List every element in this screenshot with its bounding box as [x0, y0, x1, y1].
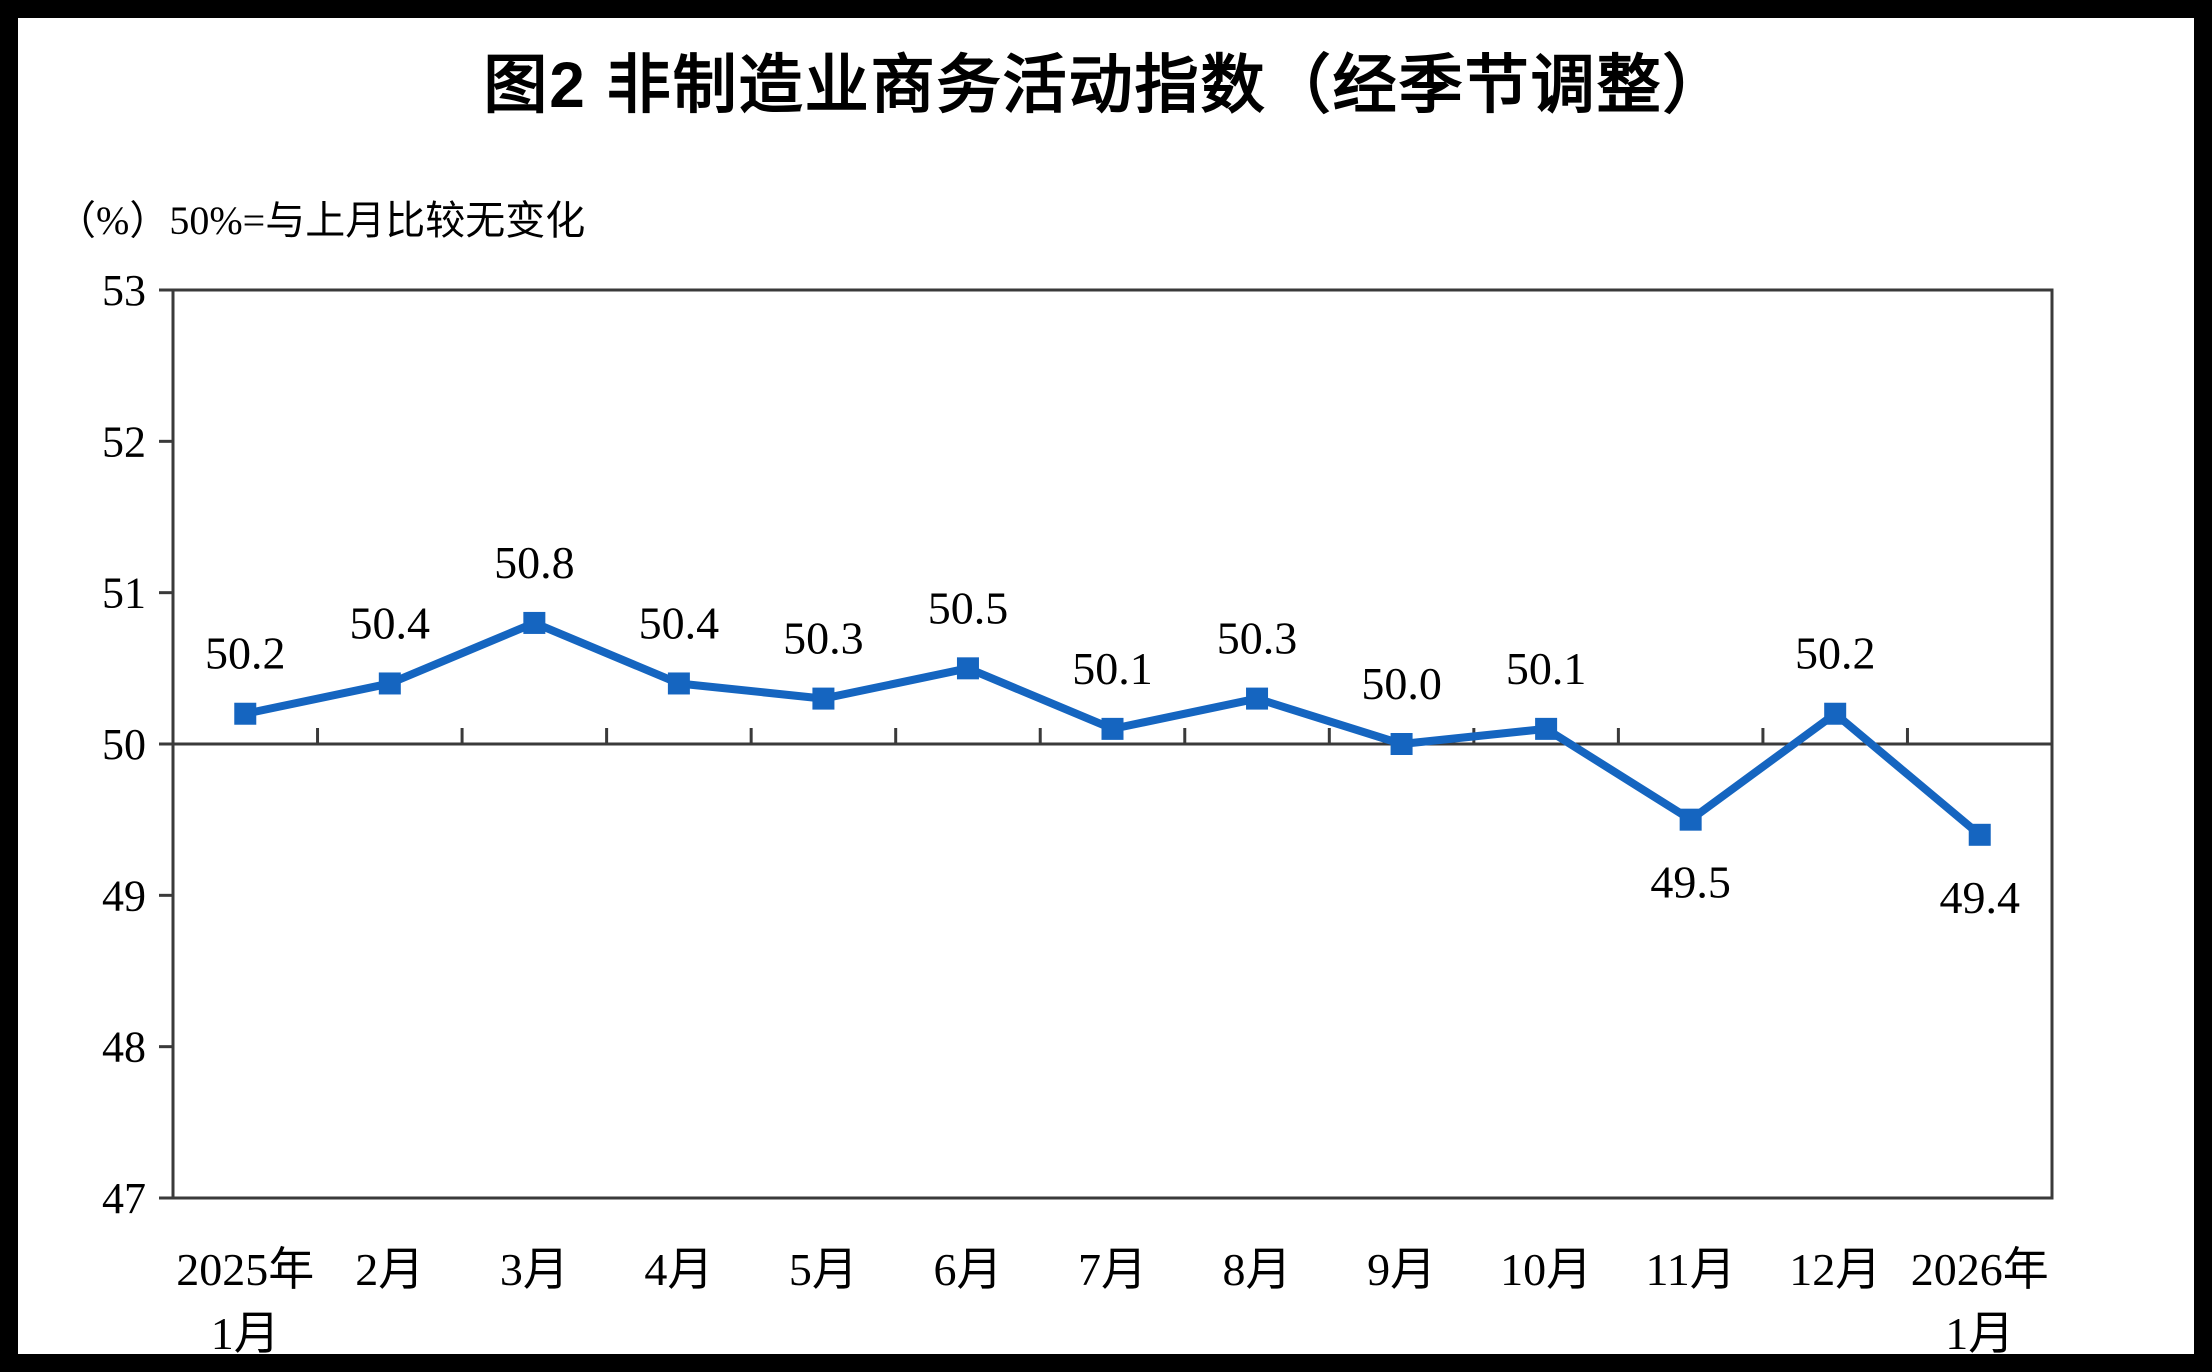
x-axis-label: 12月: [1789, 1244, 1881, 1295]
data-point-marker: [1101, 717, 1124, 740]
x-axis-label: 2026年 1月: [1911, 1244, 2049, 1359]
data-point-marker: [812, 687, 835, 710]
data-point-label: 49.5: [1650, 857, 1731, 908]
data-point-label: 50.1: [1072, 643, 1153, 694]
data-point-marker: [667, 672, 690, 695]
data-point-marker: [956, 657, 979, 680]
y-axis-label: 52: [102, 417, 146, 466]
data-point-marker: [1390, 733, 1413, 755]
data-point-marker: [234, 702, 257, 725]
y-axis-label: 48: [102, 1023, 146, 1072]
data-point-marker: [1535, 717, 1558, 740]
data-point-label: 50.8: [494, 537, 575, 588]
x-axis-label: 2025年 1月: [176, 1244, 314, 1359]
data-point-marker: [1968, 823, 1991, 846]
y-axis-label: 51: [102, 569, 146, 618]
chart-title: 图2 非制造业商务活动指数（经季节调整）: [483, 49, 1729, 121]
x-axis-label: 2月: [355, 1244, 424, 1295]
y-axis-label: 50: [102, 720, 146, 769]
x-axis-label: 3月: [500, 1244, 569, 1295]
data-point-label: 50.4: [639, 597, 720, 648]
x-axis-label: 4月: [644, 1244, 713, 1295]
y-axis-label: 49: [102, 871, 146, 920]
data-point-marker: [1246, 687, 1269, 710]
y-axis-label: 47: [102, 1174, 146, 1223]
data-point-label: 50.2: [205, 628, 286, 679]
data-point-marker: [1824, 702, 1847, 725]
data-point-label: 50.5: [928, 582, 1009, 633]
data-point-label: 50.4: [350, 597, 431, 648]
x-axis-label: 8月: [1223, 1244, 1292, 1295]
data-point-label: 50.3: [783, 613, 864, 664]
data-point-marker: [378, 672, 401, 695]
data-point-label: 50.0: [1361, 658, 1442, 709]
x-axis-label: 5月: [789, 1244, 858, 1295]
data-point-marker: [523, 611, 546, 634]
x-axis-label: 9月: [1367, 1244, 1436, 1295]
y-axis-label: 53: [102, 266, 146, 315]
data-point-marker: [1679, 808, 1702, 831]
x-axis-label: 6月: [933, 1244, 1002, 1295]
data-point-label: 50.1: [1506, 643, 1587, 694]
data-point-label: 50.2: [1795, 628, 1876, 679]
data-point-label: 49.4: [1939, 872, 2020, 923]
data-point-label: 50.3: [1217, 613, 1298, 664]
x-axis-label: 10月: [1500, 1244, 1592, 1295]
x-axis-label: 11月: [1646, 1244, 1736, 1295]
x-axis-label: 7月: [1078, 1244, 1147, 1295]
axis-unit-note: （%）50%=与上月比较无变化: [56, 198, 586, 243]
